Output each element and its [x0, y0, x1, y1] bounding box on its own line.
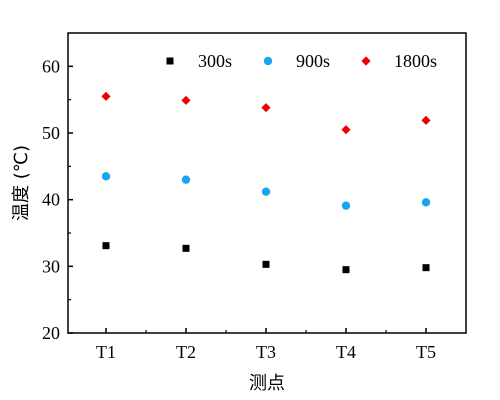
- legend-label-300s: 300s: [198, 51, 232, 71]
- y-tick-label: 30: [42, 256, 60, 276]
- y-axis-ticks: 20 30 40 50 60: [42, 56, 73, 343]
- data-point-900s: [101, 172, 111, 181]
- data-point-300s: [342, 266, 350, 274]
- y-axis-label: 温度 (℃): [11, 145, 32, 221]
- legend-marker-1800s: [361, 56, 371, 66]
- data-point-900s: [421, 198, 431, 207]
- data-point-300s: [262, 260, 270, 268]
- y-tick-label: 50: [42, 123, 60, 143]
- data-point-300s: [102, 242, 110, 250]
- data-point-300s: [182, 244, 190, 252]
- y-tick-label: 40: [42, 190, 60, 210]
- legend-marker-900s: [263, 56, 273, 66]
- legend-label-900s: 900s: [296, 51, 330, 71]
- legend: 300s 900s 1800s: [166, 51, 437, 71]
- data-point-900s: [341, 201, 351, 210]
- plot-frame: [67, 32, 467, 334]
- data-point-900s: [261, 187, 271, 196]
- legend-marker-300s: [166, 57, 174, 65]
- x-tick-label: T3: [256, 342, 276, 362]
- legend-label-1800s: 1800s: [394, 51, 437, 71]
- data-point-1800s: [421, 115, 431, 125]
- x-tick-label: T2: [176, 342, 196, 362]
- data-point-1800s: [181, 95, 191, 105]
- x-tick-label: T4: [336, 342, 356, 362]
- data-point-1800s: [101, 91, 111, 101]
- data-point-300s: [422, 264, 430, 272]
- x-axis-label: 测点: [249, 373, 285, 394]
- y-tick-label: 60: [42, 56, 60, 76]
- y-tick-label: 20: [42, 323, 60, 343]
- data-markers: [101, 91, 431, 274]
- x-tick-label: T5: [416, 342, 436, 362]
- data-point-1800s: [261, 103, 271, 113]
- x-tick-label: T1: [96, 342, 116, 362]
- x-axis-ticks: T1 T2 T3 T4 T5: [96, 328, 436, 362]
- data-point-1800s: [341, 125, 351, 135]
- data-point-900s: [181, 175, 191, 184]
